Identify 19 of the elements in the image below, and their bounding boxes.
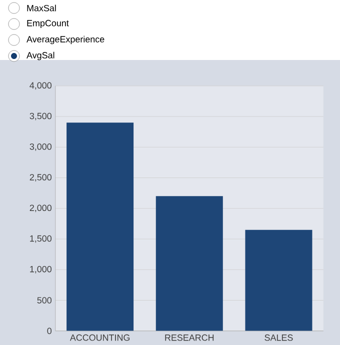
x-tick-label: RESEARCH bbox=[165, 334, 214, 341]
y-tick-label: 0 bbox=[47, 328, 52, 334]
text: AvgSal bbox=[26, 52, 54, 60]
text: MaxSal bbox=[27, 4, 56, 12]
y-tick-label: 1,500 bbox=[30, 235, 52, 243]
text: AverageExperience bbox=[26, 36, 104, 44]
y-tick-label: 1,000 bbox=[30, 266, 52, 274]
x-tick-label: ACCOUNTING bbox=[70, 334, 130, 341]
y-tick-label: 3,500 bbox=[30, 112, 52, 120]
y-tick-label: 4,000 bbox=[30, 82, 52, 90]
bar bbox=[156, 196, 223, 331]
bar bbox=[245, 230, 312, 331]
bar bbox=[66, 122, 134, 331]
x-tick-label: SALES bbox=[264, 334, 293, 341]
y-tick-label: 2,000 bbox=[30, 204, 52, 212]
y-tick-label: 2,500 bbox=[30, 174, 52, 182]
y-tick-label: 500 bbox=[37, 297, 52, 304]
y-tick-label: 3,000 bbox=[30, 143, 52, 151]
text: EmpCount bbox=[27, 20, 69, 28]
